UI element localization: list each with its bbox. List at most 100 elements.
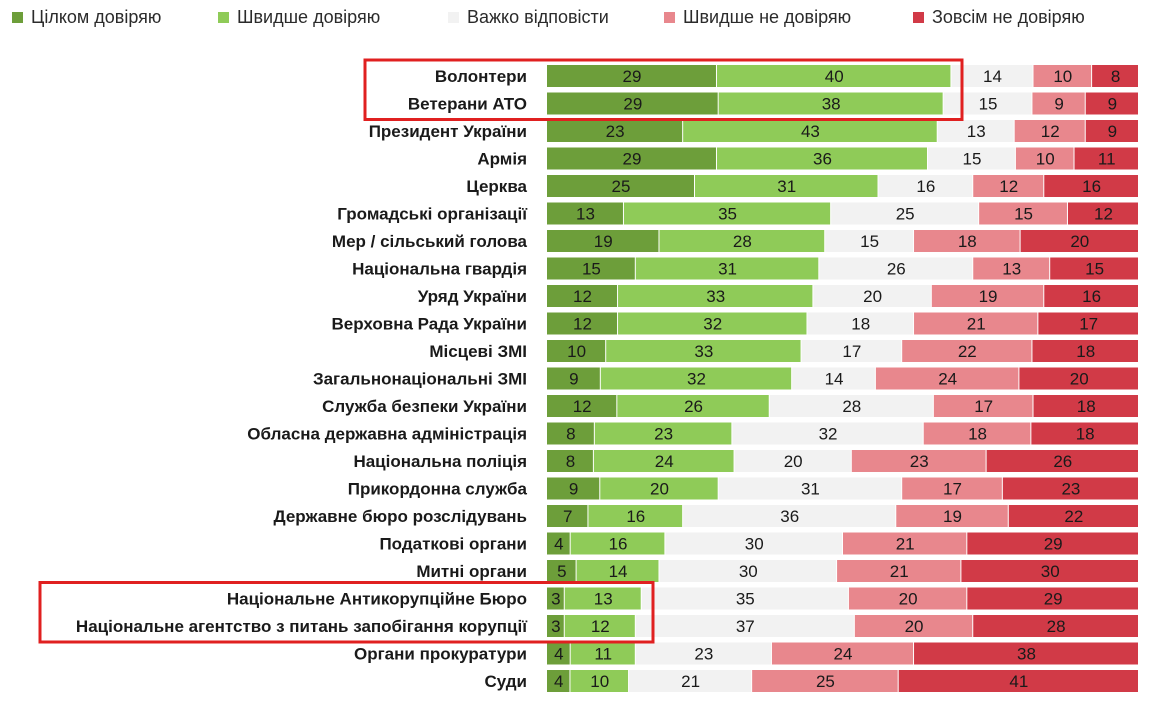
bar-segment — [618, 285, 813, 307]
legend-swatch-0 — [12, 12, 23, 23]
bar-segment — [547, 587, 564, 610]
category-label: Суди — [484, 672, 527, 691]
data-label: 16 — [1082, 287, 1101, 306]
category-label: Національне агентство з питань запобіган… — [76, 617, 528, 636]
data-label: 24 — [834, 645, 853, 664]
category-label: Мер / сільський голова — [332, 232, 528, 251]
bar-segment — [1085, 92, 1138, 115]
bar-segment — [547, 422, 594, 445]
bar-segment — [1032, 340, 1138, 362]
bar-segment — [547, 477, 600, 500]
bar-segment — [896, 505, 1008, 527]
bar-segment — [923, 422, 1031, 445]
data-label: 26 — [1053, 452, 1072, 471]
bar-segment — [718, 477, 902, 500]
data-label: 9 — [1108, 122, 1117, 141]
bar-segment — [1020, 230, 1138, 252]
category-label: Верховна Рада України — [331, 315, 527, 334]
bar-segment — [635, 257, 819, 280]
bar-segment — [547, 642, 570, 665]
highlight-box-1 — [38, 581, 655, 644]
data-label: 32 — [819, 425, 838, 444]
data-label: 36 — [813, 150, 832, 169]
bar-segment — [951, 65, 1033, 87]
data-label: 11 — [1098, 150, 1116, 169]
data-label: 17 — [842, 342, 861, 361]
bar-segment — [898, 670, 1138, 692]
category-label: Громадські організації — [337, 205, 528, 224]
category-label: Обласна державна адміністрація — [247, 425, 527, 444]
bar-segment — [547, 257, 635, 280]
data-label: 38 — [1017, 645, 1036, 664]
data-label: 35 — [718, 205, 737, 224]
data-label: 15 — [582, 260, 601, 279]
category-label: Національна поліція — [353, 452, 527, 471]
bar-segment — [716, 65, 951, 87]
data-label: 9 — [569, 480, 578, 499]
bar-segment — [547, 175, 694, 197]
bar-segment — [570, 532, 665, 555]
data-label: 25 — [896, 205, 915, 224]
bar-segment — [547, 202, 623, 225]
data-label: 20 — [650, 480, 669, 499]
data-label: 4 — [554, 535, 563, 554]
legend: Цілком довіряю Швидше довіряю Важко відпов… — [12, 7, 1085, 27]
data-label: 18 — [958, 232, 977, 251]
category-label: Загальнонаціональні ЗМІ — [313, 370, 527, 389]
data-label: 41 — [1009, 672, 1028, 691]
bar-segment — [914, 312, 1038, 335]
bar-segment — [659, 560, 837, 582]
legend-swatch-2 — [448, 12, 459, 23]
bar-segment — [600, 477, 718, 500]
bar-segment — [831, 202, 979, 225]
data-label: 20 — [863, 287, 882, 306]
data-label: 17 — [943, 480, 962, 499]
data-label: 12 — [573, 315, 592, 334]
data-label: 11 — [594, 645, 612, 664]
data-label: 10 — [567, 342, 586, 361]
category-label: Служба безпеки України — [322, 397, 527, 416]
data-label: 15 — [979, 95, 998, 114]
bar-segment — [807, 312, 914, 335]
data-label: 30 — [739, 562, 758, 581]
data-label: 25 — [612, 177, 631, 196]
bar-segment — [843, 532, 967, 555]
data-label: 23 — [1061, 480, 1080, 499]
data-label: 40 — [825, 67, 844, 86]
data-label: 5 — [557, 562, 566, 581]
bar-segment — [695, 175, 878, 197]
data-label: 23 — [606, 122, 625, 141]
bar-segment — [979, 202, 1067, 225]
bar-segment — [878, 175, 973, 197]
bar-segment — [606, 340, 801, 362]
bar-segment — [683, 505, 896, 527]
category-label: Податкові органи — [379, 535, 527, 554]
data-label: 29 — [1044, 590, 1063, 609]
bar-segment — [819, 257, 973, 280]
category-label: Національна гвардія — [352, 260, 527, 279]
data-label: 13 — [967, 122, 986, 141]
bar-segment — [547, 285, 618, 307]
bar-segment — [564, 615, 635, 637]
data-label: 29 — [623, 150, 642, 169]
highlight-boxes — [38, 58, 964, 644]
bar-segment — [961, 560, 1138, 582]
bar-segment — [600, 367, 792, 390]
data-label: 10 — [1053, 67, 1072, 86]
data-label: 4 — [554, 672, 563, 691]
bar-segment — [547, 505, 588, 527]
data-label: 12 — [1094, 205, 1113, 224]
bar-segment — [718, 92, 943, 115]
bar-segment — [547, 395, 617, 417]
data-label: 16 — [1082, 177, 1101, 196]
bar-segment — [801, 340, 902, 362]
bar-segment — [547, 147, 716, 170]
data-label: 18 — [851, 315, 870, 334]
data-label: 21 — [967, 315, 986, 334]
legend-swatch-1 — [218, 12, 229, 23]
bar-segment — [547, 340, 606, 362]
legend-label-1: Швидше довіряю — [237, 7, 380, 27]
data-label: 16 — [609, 535, 628, 554]
